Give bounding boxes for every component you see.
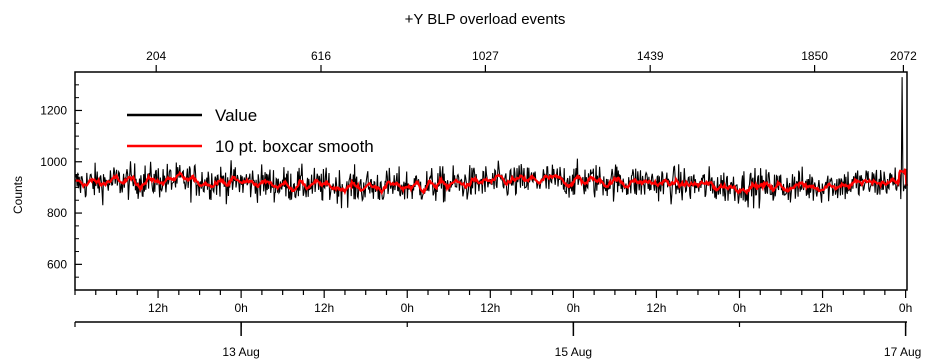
y-tick-label: 600 [47, 257, 67, 271]
top-axis-tick-label: 1439 [637, 49, 664, 63]
x-tick-label: 12h [480, 301, 500, 315]
date-tick-label: 13 Aug [222, 345, 259, 359]
x-tick-label: 12h [813, 301, 833, 315]
x-tick-label: 0h [567, 301, 580, 315]
time-axis: 12h 0h 12h 0h 12h 0h 12h 0h 12h 0h [74, 290, 912, 315]
y-tick-label: 800 [47, 206, 67, 220]
top-axis-tick-label: 2072 [890, 49, 917, 63]
legend: Value 10 pt. boxcar smooth [127, 106, 374, 156]
top-axis-tick-label: 1027 [472, 49, 499, 63]
legend-label-value: Value [215, 106, 257, 125]
legend-label-smooth: 10 pt. boxcar smooth [215, 137, 374, 156]
top-axis-tick-label: 1850 [801, 49, 828, 63]
y-tick-label: 1200 [40, 103, 67, 117]
chart-title: +Y BLP overload events [405, 11, 566, 28]
x-tick-label: 12h [646, 301, 666, 315]
date-axis: 13 Aug 15 Aug 17 Aug [74, 321, 921, 359]
plot-area-frame [74, 71, 908, 291]
top-axis-tick-label: 616 [311, 49, 331, 63]
y-tick-label: 1000 [40, 155, 67, 169]
plot-series [74, 77, 909, 209]
x-tick-label: 0h [899, 301, 912, 315]
series-line-smooth [75, 168, 909, 196]
top-axis-tick-label: 204 [146, 49, 166, 63]
y-axis-label: Counts [11, 176, 25, 214]
x-tick-label: 0h [733, 301, 746, 315]
x-tick-label: 0h [234, 301, 247, 315]
x-tick-label: 12h [148, 301, 168, 315]
x-tick-label: 0h [401, 301, 414, 315]
x-tick-label: 12h [314, 301, 334, 315]
top-index-axis: 204 616 1027 1439 1850 2072 [146, 49, 917, 72]
date-tick-label: 17 Aug [884, 345, 921, 359]
date-tick-label: 15 Aug [555, 345, 592, 359]
